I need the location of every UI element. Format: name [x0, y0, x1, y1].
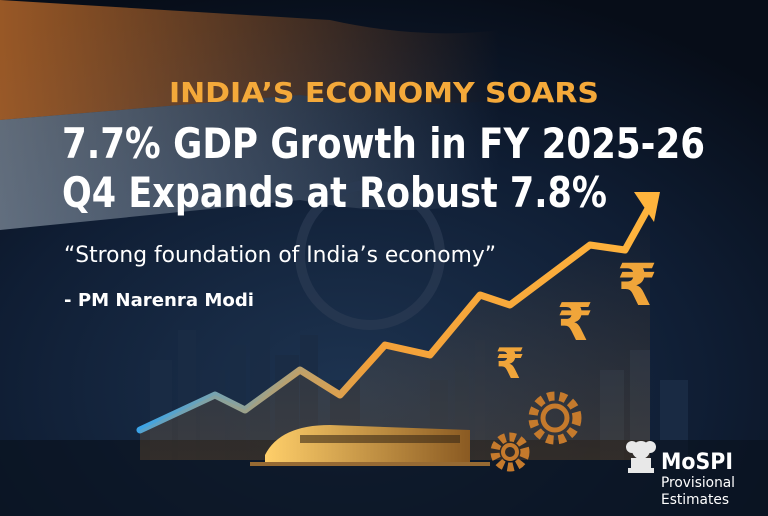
- rupee-icon: ₹: [495, 339, 524, 388]
- quote: “Strong foundation of India’s economy”: [64, 243, 496, 268]
- gears: [490, 391, 582, 472]
- flag-saffron: [0, 0, 500, 120]
- chakra: [295, 180, 445, 330]
- arrow-glow: [140, 205, 650, 460]
- logo-name: MoSPI: [661, 450, 733, 475]
- kicker: INDIA’S ECONOMY SOARS: [169, 76, 599, 109]
- headline: 7.7% GDP Growth in FY 2025-26: [62, 119, 705, 168]
- rupee-icon: ₹: [557, 293, 593, 353]
- logo-line: Estimates: [661, 492, 729, 508]
- headline: Q4 Expands at Robust 7.8%: [62, 168, 607, 217]
- train: [250, 425, 490, 466]
- flag-white: [0, 95, 500, 230]
- logo-line: Provisional: [661, 475, 735, 491]
- attribution: - PM Narenra Modi: [64, 290, 254, 311]
- emblem: [626, 441, 656, 473]
- rupee-icon: ₹: [617, 251, 657, 319]
- mospi-logo: MoSPI Provisional Estimates: [626, 441, 735, 508]
- arrow-head: [634, 192, 660, 222]
